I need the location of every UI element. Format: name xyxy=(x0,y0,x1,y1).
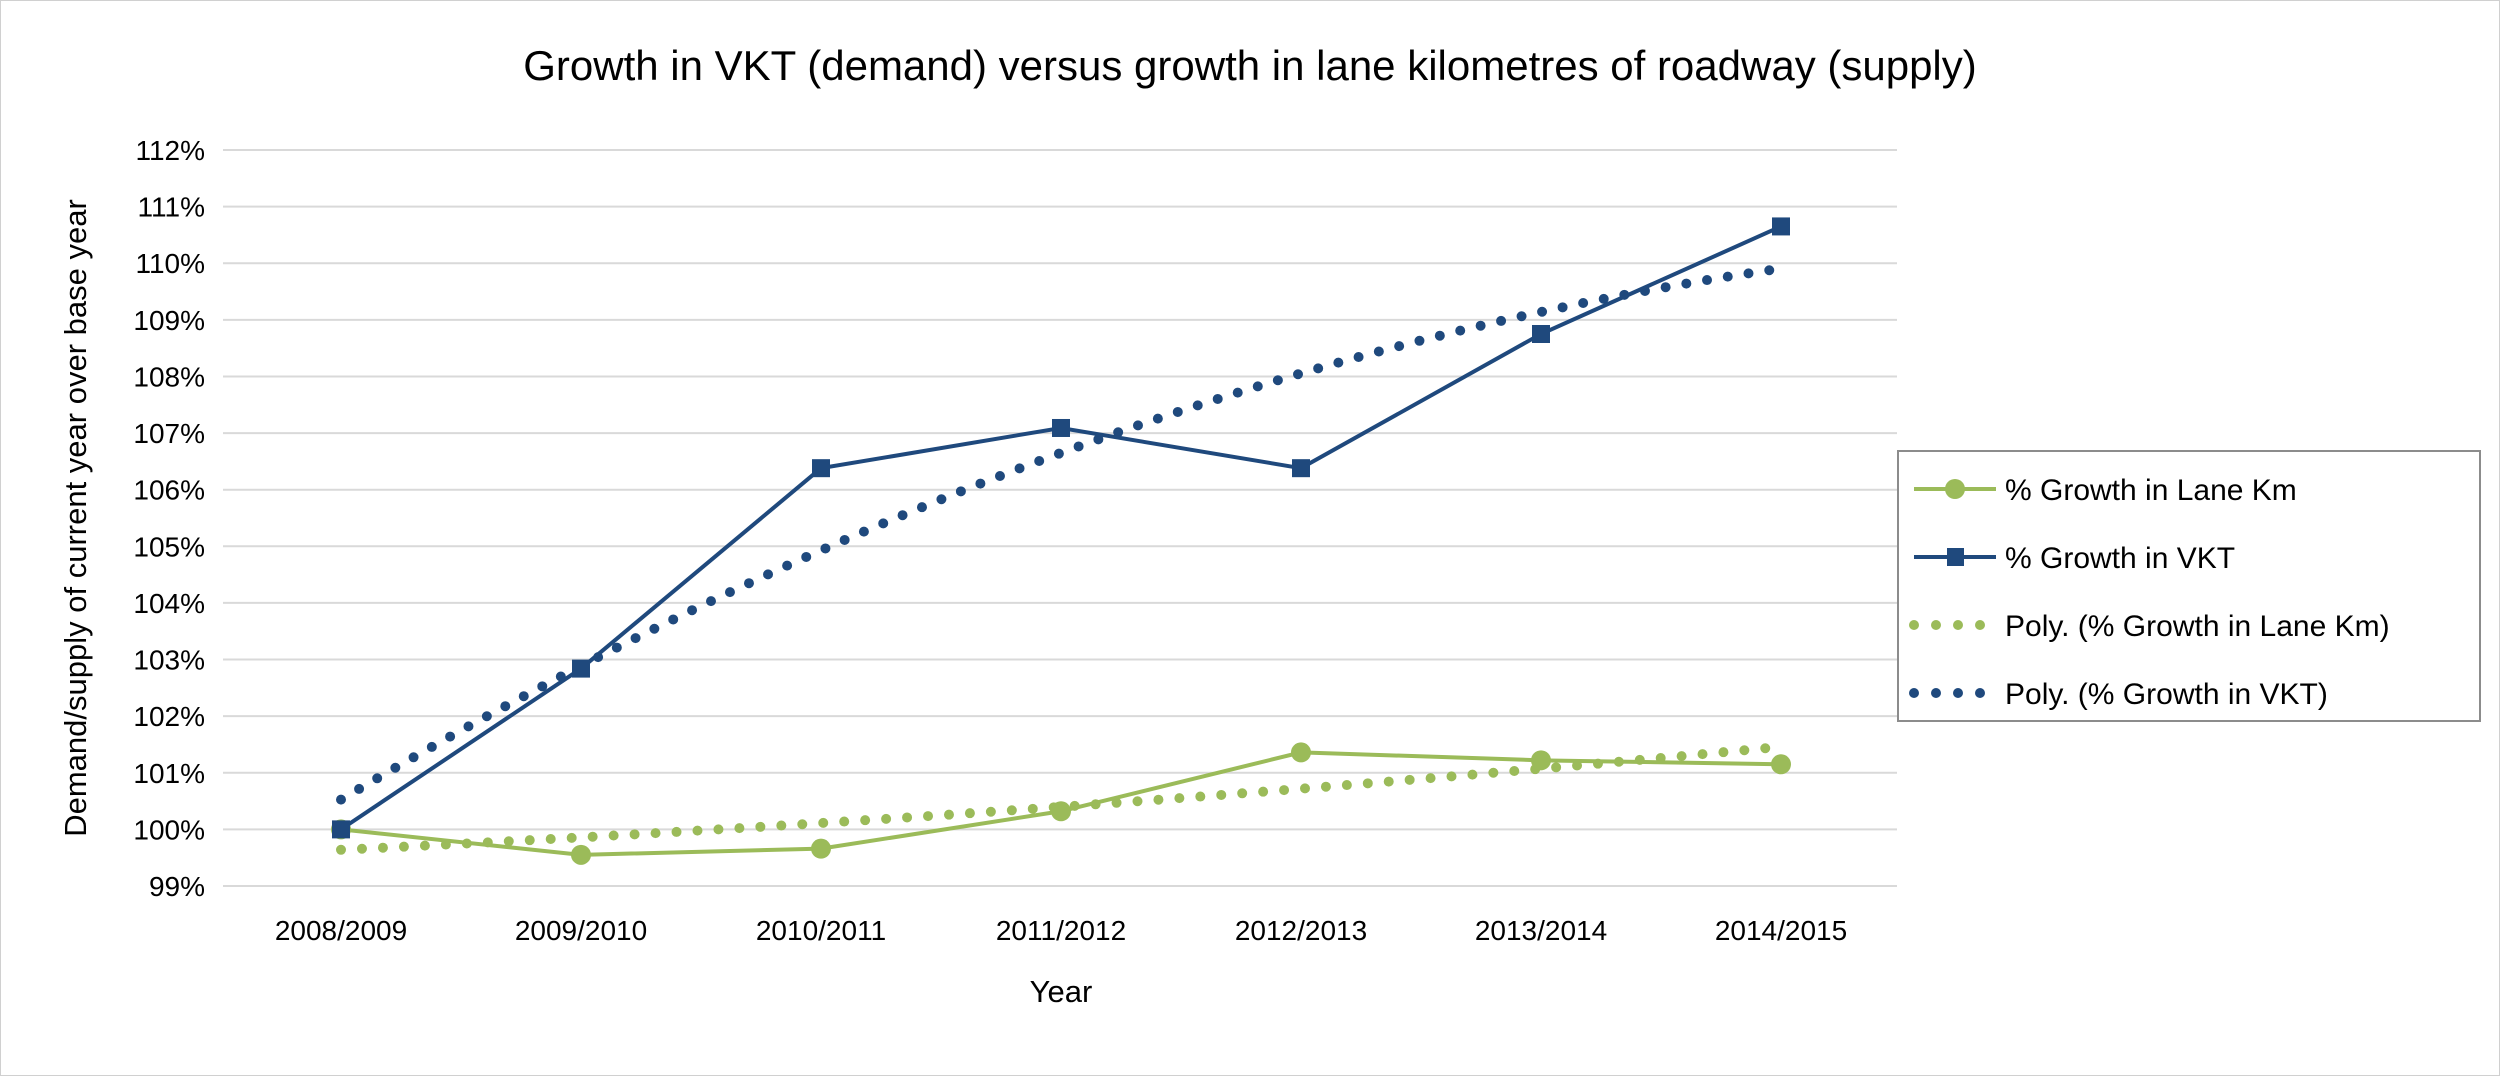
y-tick-label: 112% xyxy=(135,135,205,166)
legend-dots-icon xyxy=(1975,688,1985,698)
y-tick-label: 102% xyxy=(133,701,205,732)
legend-dots-icon xyxy=(1953,620,1963,630)
data-point xyxy=(1052,418,1070,437)
legend-dots-icon xyxy=(1931,688,1941,698)
legend-square-marker-icon xyxy=(1947,548,1964,566)
legend-label: % Growth in VKT xyxy=(2005,542,2235,575)
legend-dots-icon xyxy=(1909,688,1919,698)
trendline xyxy=(336,263,1786,805)
y-tick-label: 103% xyxy=(133,645,205,676)
legend-box xyxy=(1897,450,2481,722)
y-axis-label: Demand/supply of current year over base … xyxy=(58,199,93,837)
y-tick-label: 108% xyxy=(133,361,205,392)
x-tick-label: 2011/2012 xyxy=(996,915,1126,946)
legend-label: % Growth in Lane Km xyxy=(2005,474,2297,507)
legend-label: Poly. (% Growth in Lane Km) xyxy=(2005,610,2390,643)
y-tick-label: 104% xyxy=(133,588,205,619)
x-tick-label: 2013/2014 xyxy=(1475,915,1607,946)
y-tick-label: 110% xyxy=(135,248,205,279)
legend: % Growth in Lane Km % Growth in VKT Poly. … xyxy=(1897,450,2481,722)
legend-dots-icon xyxy=(1931,620,1941,630)
x-tick-label: 2008/2009 xyxy=(275,915,407,946)
y-tick-label: 107% xyxy=(133,418,205,449)
data-point xyxy=(1772,217,1790,236)
data-point xyxy=(811,838,831,859)
legend-label: Poly. (% Growth in VKT) xyxy=(2005,678,2328,711)
x-tick-label: 2009/2010 xyxy=(515,915,647,946)
x-tick-label: 2012/2013 xyxy=(1235,915,1367,946)
data-point xyxy=(332,820,350,839)
y-tick-label: 111% xyxy=(138,192,205,223)
data-point xyxy=(1771,754,1791,775)
y-tick-label: 101% xyxy=(133,758,205,789)
data-point xyxy=(1051,801,1071,822)
series-line xyxy=(339,224,1782,832)
y-tick-label: 109% xyxy=(133,305,205,336)
data-point xyxy=(1531,750,1551,771)
chart-title: Growth in VKT (demand) versus growth in … xyxy=(523,42,1977,89)
data-point xyxy=(1532,325,1550,343)
data-point xyxy=(1291,742,1311,763)
legend-dots-icon xyxy=(1909,620,1919,630)
data-point xyxy=(571,844,591,865)
y-tick-label: 105% xyxy=(133,531,205,562)
legend-dots-icon xyxy=(1975,620,1985,630)
x-tick-label: 2014/2015 xyxy=(1715,915,1847,946)
y-tick-label: 106% xyxy=(133,475,205,506)
y-tick-label: 99% xyxy=(149,871,205,902)
x-tick-label: 2010/2011 xyxy=(756,915,886,946)
data-point xyxy=(812,459,830,478)
data-point xyxy=(1292,459,1310,478)
x-axis-label: Year xyxy=(1030,974,1093,1009)
data-point xyxy=(572,659,590,678)
y-tick-label: 100% xyxy=(133,814,205,845)
legend-circle-marker-icon xyxy=(1945,479,1965,499)
legend-dots-icon xyxy=(1953,688,1963,698)
